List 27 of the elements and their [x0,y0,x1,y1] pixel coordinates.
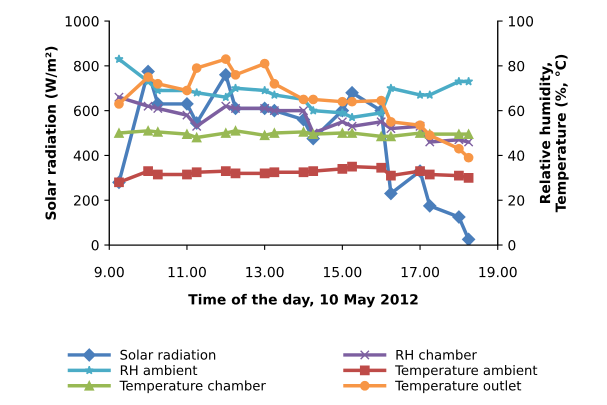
y-tick-label: 1000 [66,16,99,27]
y-tick-label: 200 [74,195,99,206]
legend-label: Solar radiation [120,350,216,360]
y-axis-title: Solar radiation (W/m²) [45,46,58,220]
x-tick-label: 19.00 [479,266,517,278]
y2-tick-label: 60 [508,106,524,116]
legend-label: RH chamber [396,350,477,360]
y-tick-label: 600 [74,106,99,116]
y2-tick-label: 100 [508,16,534,27]
legend-label: Temperature ambient [395,364,538,378]
y-tick-label: 400 [74,150,99,161]
x-tick-label: 13.00 [246,266,284,278]
y2-tick-label: 80 [508,60,524,72]
x-tick-label: 17.00 [402,266,439,278]
y2-tick-label: 20 [508,195,524,206]
y-tick-label: 800 [74,60,99,72]
y-tick-label: 0 [92,240,99,250]
y2-tick-label: 40 [508,150,524,161]
x-tick-label: 15.00 [324,266,362,278]
legend-label: RH ambient [120,364,198,376]
x-tick-label: 11.00 [168,266,206,278]
y2-axis-title: Relative humidity, Temperature (%, °C) [540,54,569,212]
x-axis-title: Time of the day, 10 May 2012 [188,294,418,308]
legend-label: Temperature chamber [120,380,266,394]
legend-label: Temperature outlet [395,380,522,394]
y2-tick-label: 0 [508,240,516,250]
x-tick-label: 9.00 [94,266,124,278]
